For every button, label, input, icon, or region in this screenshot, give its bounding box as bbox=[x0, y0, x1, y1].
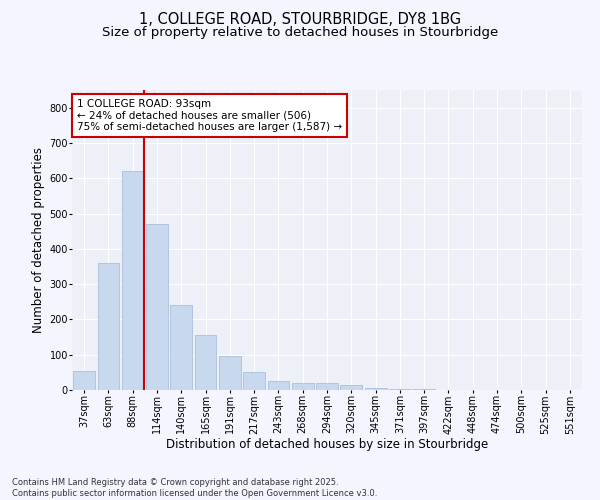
Bar bbox=[340, 384, 362, 390]
Bar bbox=[194, 336, 217, 390]
Text: 1, COLLEGE ROAD, STOURBRIDGE, DY8 1BG: 1, COLLEGE ROAD, STOURBRIDGE, DY8 1BG bbox=[139, 12, 461, 28]
Bar bbox=[219, 356, 241, 390]
Text: Size of property relative to detached houses in Stourbridge: Size of property relative to detached ho… bbox=[102, 26, 498, 39]
Bar bbox=[97, 263, 119, 390]
Bar bbox=[122, 171, 143, 390]
Bar bbox=[268, 381, 289, 390]
Bar bbox=[170, 306, 192, 390]
X-axis label: Distribution of detached houses by size in Stourbridge: Distribution of detached houses by size … bbox=[166, 438, 488, 451]
Bar bbox=[73, 370, 95, 390]
Text: Contains HM Land Registry data © Crown copyright and database right 2025.
Contai: Contains HM Land Registry data © Crown c… bbox=[12, 478, 377, 498]
Bar bbox=[243, 372, 265, 390]
Bar bbox=[292, 383, 314, 390]
Text: 1 COLLEGE ROAD: 93sqm
← 24% of detached houses are smaller (506)
75% of semi-det: 1 COLLEGE ROAD: 93sqm ← 24% of detached … bbox=[77, 99, 342, 132]
Bar bbox=[365, 388, 386, 390]
Y-axis label: Number of detached properties: Number of detached properties bbox=[32, 147, 45, 333]
Bar bbox=[316, 383, 338, 390]
Bar bbox=[146, 224, 168, 390]
